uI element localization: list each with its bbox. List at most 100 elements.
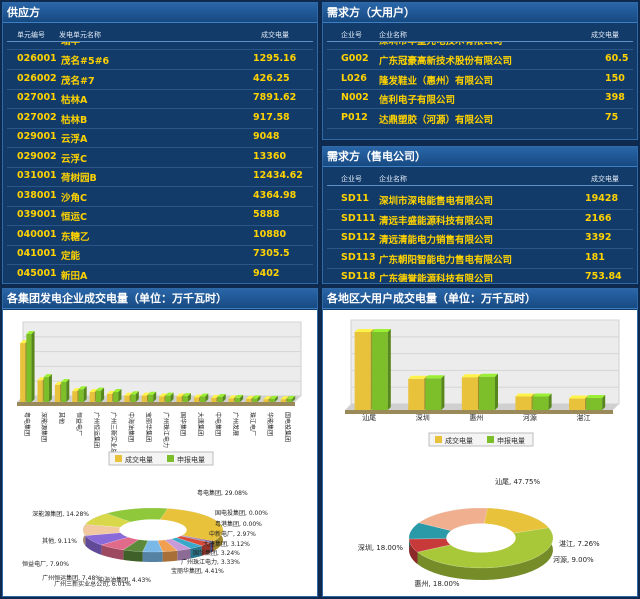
supply-row-cell-0: 027001 — [17, 92, 57, 103]
supply-row-cell-0: 038001 — [17, 189, 57, 201]
legend-label: 申报电量 — [177, 455, 205, 464]
supply-row-cell-0: 045001 — [17, 267, 57, 279]
demand-retail-table-body[interactable]: SD11 深圳市深电能售电有限公司 19428 SD111 清远丰盛能源科技有限公司 21… — [323, 186, 637, 282]
demand-retail-row[interactable]: SD113 广东朝阳智能电力售电有限公司 181 — [323, 249, 637, 269]
demand-retail-row-cell-0: SD111 — [341, 212, 376, 224]
demand-retail-row[interactable]: SD112 清远清能电力销售有限公司 3392 — [323, 229, 637, 249]
bar-declare — [147, 391, 157, 402]
legend-frame — [428, 432, 534, 447]
bar-top — [211, 394, 220, 398]
bar-side — [257, 395, 261, 402]
region-chart-panel: 各地区大用户成交电量（单位：万千瓦时） 汕尾 深圳 惠州 河源 湛江 成交电量 申报电量 汕尾… — [322, 288, 638, 597]
legend-swatch — [115, 455, 122, 462]
supply-row[interactable]: 027001 枯林A 7891.62 — [3, 89, 317, 109]
bar-side — [48, 374, 52, 402]
demand-large-row[interactable]: L026 隆发鞋业（惠州）有限公司 150 — [323, 70, 637, 90]
supply-row-cell-0: 026002 — [17, 72, 57, 84]
supply-row[interactable]: 027002 枯林B 917.58 — [3, 109, 317, 129]
bar-declare — [252, 395, 261, 402]
demand-large-row-partial[interactable]: B005 深圳市华星光电技术有限公司 150 — [323, 42, 637, 50]
bar-front — [107, 393, 113, 402]
category-label: 河源 — [523, 413, 537, 422]
bar-side — [292, 395, 296, 402]
bar-front — [95, 390, 102, 402]
bar-declare — [478, 373, 499, 410]
demand-retail-col-volume: 成交电量 — [591, 175, 619, 183]
bar-front — [246, 398, 252, 402]
supply-row[interactable]: 029002 云浮C 13360 — [3, 148, 317, 168]
supply-row-partial-cell-2: 8975.94 — [253, 42, 296, 44]
bar-top — [478, 373, 499, 377]
pie-label: 河源, 9.00% — [553, 555, 594, 564]
row-divider — [7, 127, 313, 129]
row-divider — [7, 225, 313, 226]
pie-label: 其他, 9.11% — [42, 537, 77, 545]
supply-row[interactable]: 045001 新田A 9402 — [3, 265, 317, 283]
bar-side — [170, 392, 174, 402]
bar-declare — [269, 395, 278, 402]
pie-label: 大唐集团, 3.12% — [203, 540, 250, 548]
supply-header-divider — [7, 41, 313, 42]
supply-row[interactable]: 031001 荷树园B 12434.62 — [3, 167, 317, 187]
supply-row[interactable]: 040001 东糖乙 10880 — [3, 226, 317, 246]
bar-top — [159, 393, 168, 397]
supply-row[interactable]: 039001 恒运C 5888 — [3, 206, 317, 226]
supply-row[interactable]: 038001 沙角C 4364.98 — [3, 187, 317, 207]
supply-row-cell-2: 7305.5 — [253, 248, 290, 259]
supply-row-partial[interactable]: 026001 瑞丰 8975.94 — [3, 42, 317, 50]
demand-large-row-cell-2: 398 — [605, 92, 625, 103]
demand-large-row[interactable]: G002 广东冠豪高新技术股份有限公司 60.5 — [323, 50, 637, 70]
demand-retail-panel: 需求方（售电公司） 企业号 企业名称 成交电量 SD11 深圳市深电能售电有限公司… — [322, 146, 638, 284]
demand-retail-row-cell-0: SD11 — [341, 193, 369, 204]
bar-top — [515, 393, 535, 397]
bar-front — [61, 382, 67, 402]
row-divider — [7, 108, 313, 109]
slice-side — [190, 545, 202, 559]
bar-declare — [78, 386, 87, 402]
group-chart-area: 粤电集团 深能源集团 其他 恒益电厂 广州恒运集团 广州三新实业总公司 中海油集团 宝丽华集团… — [3, 310, 317, 596]
demand-retail-row[interactable]: SD118 广东德誉能源科技有限公司 753.84 — [323, 268, 637, 282]
supply-row-cell-1: 东糖乙 — [61, 231, 90, 243]
supply-row-cell-0: 039001 — [17, 209, 57, 220]
demand-retail-panel-title: 需求方（售电公司） — [323, 147, 637, 167]
supply-row-cell-0: 031001 — [17, 170, 57, 181]
region-chart-area: 汕尾 深圳 惠州 河源 湛江 成交电量 申报电量 汕尾, 47.75% 湛江, 7.26% 河源,… — [323, 310, 637, 596]
demand-large-col-volume: 成交电量 — [591, 31, 619, 39]
demand-large-row[interactable]: N002 信利电子有限公司 398 — [323, 89, 637, 109]
demand-retail-table-header: 企业号 企业名称 成交电量 — [323, 171, 637, 185]
supply-col-volume: 成交电量 — [261, 31, 289, 39]
demand-retail-row-cell-2: 2166 — [585, 212, 612, 224]
demand-retail-row[interactable]: SD11 深圳市深电能售电有限公司 19428 — [323, 190, 637, 210]
group-chart-panel: 各集团发电企业成交电量（单位：万千瓦时） 粤电集团 深能源集团 其他 恒益电厂 广州恒运… — [2, 288, 318, 597]
supply-row-cell-1: 恒运C — [61, 212, 87, 223]
demand-large-table-body[interactable]: B005 深圳市华星光电技术有限公司 150 G002 广东冠豪高新技术股份有限公司 60… — [323, 42, 637, 138]
bar-front — [165, 395, 171, 402]
supply-row[interactable]: 026001 茂名#5#6 1295.16 — [3, 50, 317, 70]
demand-large-row-cell-2: 60.5 — [605, 53, 629, 64]
supply-row[interactable]: 041001 定能 7305.5 — [3, 245, 317, 265]
supply-row-cell-0: 029002 — [17, 150, 57, 162]
supply-table-body[interactable]: 026001 瑞丰 8975.94 026001 茂名#5#6 1295.16 026002… — [3, 42, 317, 282]
bar-top — [124, 392, 133, 396]
slice-side — [177, 548, 191, 561]
demand-retail-row[interactable]: SD111 清远丰盛能源科技有限公司 2166 — [323, 210, 637, 230]
group-chart-svg: 粤电集团 深能源集团 其他 恒益电厂 广州恒运集团 广州三新实业总公司 中海油集团 宝丽华集团… — [17, 321, 302, 588]
category-label: 深能源集团 — [40, 412, 48, 442]
demand-large-row[interactable]: P012 达鼎塑胶（河源）有限公司 75 — [323, 109, 637, 129]
demand-large-row-cell-1: 广东冠豪高新技术股份有限公司 — [379, 56, 513, 67]
donut-hole — [119, 519, 187, 541]
supply-row[interactable]: 026002 茂名#7 426.25 — [3, 70, 317, 90]
bar-deal — [408, 375, 428, 410]
bar-front — [113, 392, 119, 402]
demand-large-row-cell-2: 150 — [605, 72, 625, 84]
row-divider — [327, 49, 633, 50]
chart-base — [17, 402, 295, 406]
supply-row-cell-2: 10880 — [253, 228, 287, 240]
row-divider — [7, 244, 313, 246]
row-divider — [7, 88, 313, 90]
supply-panel-title: 供应方 — [3, 3, 317, 23]
supply-row[interactable]: 029001 云浮A 9048 — [3, 128, 317, 148]
category-label: 广州三新实业总公司 — [110, 412, 118, 466]
demand-large-row-partial-cell-2: 150 — [605, 42, 625, 44]
slice-side — [417, 527, 553, 580]
